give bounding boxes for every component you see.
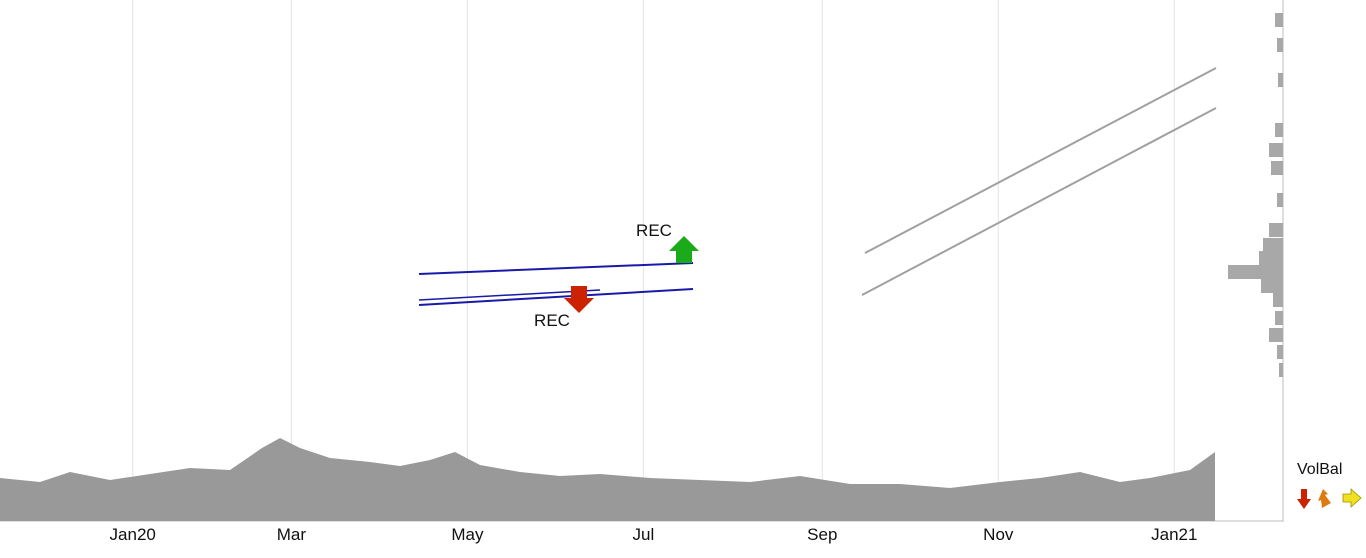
volume-profile-bar	[1275, 311, 1283, 325]
x-tick-label: Jan21	[1151, 525, 1197, 544]
signal-arrows: REC REC	[534, 221, 699, 330]
arrow-down-red-icon	[1297, 489, 1311, 509]
x-tick-label: Nov	[983, 525, 1014, 544]
volume-profile-bar	[1263, 238, 1283, 252]
signal-label-up: REC	[636, 221, 672, 240]
channel-lower-blue	[418, 288, 694, 306]
signal-label-down: REC	[534, 311, 570, 330]
arrow-down-red-icon	[564, 286, 594, 313]
arrow-up-green-icon	[669, 236, 699, 263]
volume-profile	[1228, 13, 1283, 377]
arrow-right-yellow-icon	[1342, 488, 1362, 508]
volume-panel	[0, 438, 1215, 521]
x-tick-label: Jul	[633, 525, 655, 544]
x-axis: Jan20 Mar May Jul Sep Nov Jan21	[110, 525, 1198, 544]
volume-profile-bar	[1269, 328, 1283, 342]
legend: VolBal	[1297, 461, 1362, 509]
volume-profile-bar	[1271, 161, 1283, 175]
volume-profile-bar	[1228, 265, 1283, 279]
volume-profile-bar	[1279, 363, 1283, 377]
volume-area	[0, 438, 1215, 521]
volume-profile-bar	[1278, 73, 1283, 87]
arrow-down-orange-icon	[1318, 489, 1331, 508]
grid-layer	[0, 0, 1284, 522]
volume-profile-bar	[1261, 279, 1283, 293]
volume-profile-bar	[1273, 293, 1283, 307]
x-tick-label: Jan20	[110, 525, 156, 544]
legend-label-volbal: VolBal	[1297, 461, 1342, 478]
volume-profile-bar	[1269, 223, 1283, 237]
volume-profile-bar	[1269, 143, 1283, 157]
x-tick-label: May	[451, 525, 484, 544]
volume-profile-bar	[1259, 251, 1283, 265]
trend-channels	[418, 67, 1217, 306]
volume-profile-bar	[1275, 123, 1283, 137]
x-tick-label: Sep	[807, 525, 837, 544]
channel-upper-blue	[418, 262, 694, 275]
volume-profile-bar	[1277, 345, 1283, 359]
channel-upper-grey	[864, 67, 1217, 254]
volume-profile-bar	[1277, 193, 1283, 207]
channel-mid-blue	[418, 289, 601, 301]
volume-profile-bar	[1275, 13, 1283, 27]
volume-profile-bar	[1277, 38, 1283, 52]
channel-lower-grey	[861, 107, 1217, 296]
x-tick-label: Mar	[277, 525, 307, 544]
